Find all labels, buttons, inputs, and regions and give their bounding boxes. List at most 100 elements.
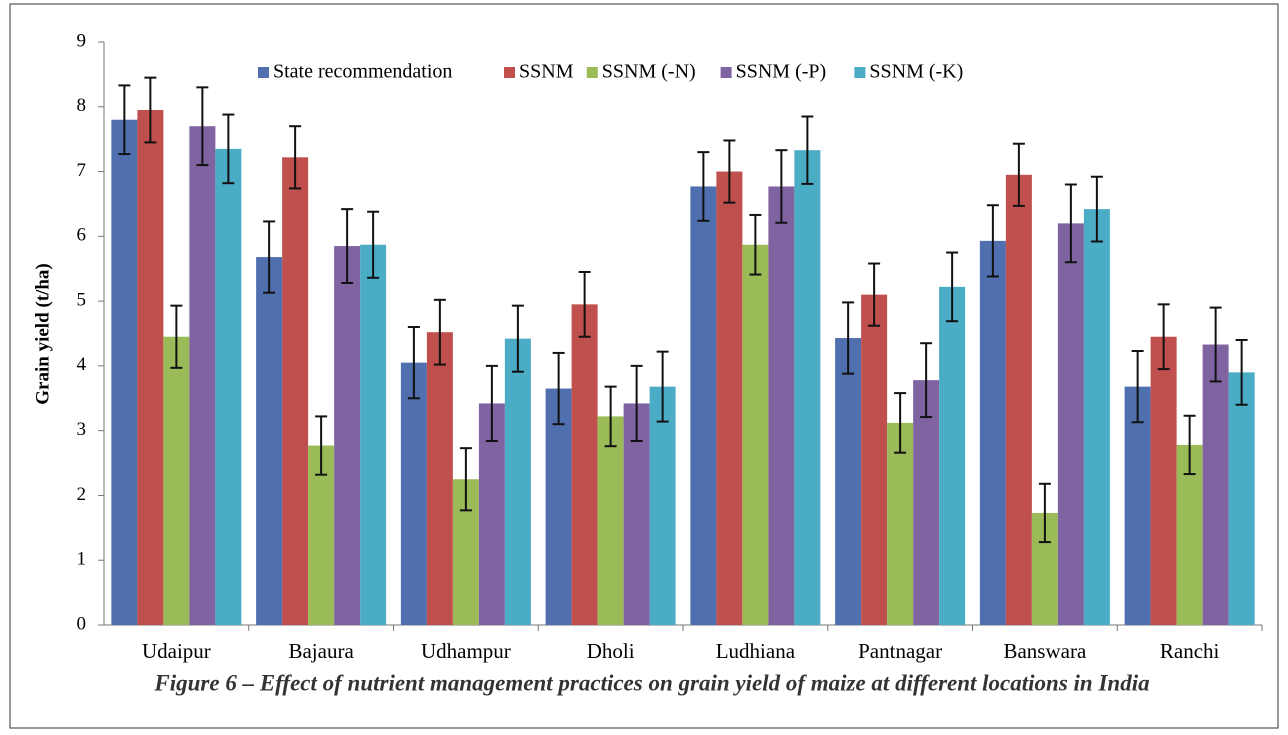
y-tick-label: 7 (77, 160, 87, 181)
error-bar (775, 149, 788, 224)
error-bar (894, 392, 907, 454)
y-tick-label: 0 (77, 613, 87, 634)
legend-label: SSNM (-K) (869, 61, 963, 83)
error-bar (801, 115, 814, 185)
bar (1228, 372, 1255, 625)
bar (426, 332, 453, 625)
bar (1124, 386, 1151, 625)
error-bar (1183, 414, 1196, 476)
error-bar (341, 208, 354, 284)
error-bar (367, 210, 380, 279)
error-bar (433, 298, 446, 366)
error-bar (946, 251, 959, 323)
error-bar (289, 125, 302, 190)
error-bar (920, 342, 933, 419)
error-bar (1012, 142, 1025, 207)
x-tick-label: Udaipur (142, 639, 211, 663)
error-bar (749, 213, 762, 276)
error-bar (485, 364, 498, 443)
legend-swatch (720, 67, 732, 78)
error-bar (459, 447, 472, 512)
bar (742, 244, 769, 625)
x-tick-label: Bajaura (288, 639, 354, 663)
bar (189, 126, 216, 625)
y-axis-label: Grain yield (t/ha) (32, 263, 53, 404)
bar (545, 388, 572, 625)
bar (215, 148, 242, 625)
error-bar (552, 351, 565, 426)
error-bar (144, 76, 157, 144)
bar (690, 186, 717, 625)
bar (979, 240, 1006, 625)
y-tick-label: 8 (77, 95, 87, 116)
y-tick-label: 3 (77, 419, 87, 440)
error-bar (986, 204, 999, 278)
bar (256, 257, 283, 625)
error-bar (868, 262, 881, 327)
error-bar (170, 304, 183, 369)
error-bar (222, 113, 235, 185)
error-bar (511, 304, 524, 373)
error-bar (1235, 338, 1248, 406)
error-bar (723, 139, 736, 204)
error-bar (697, 151, 710, 222)
error-bar (263, 220, 276, 294)
legend-swatch (504, 67, 515, 78)
error-bar (118, 84, 131, 156)
x-tick-label: Pantnagar (858, 639, 942, 663)
error-bar (656, 350, 669, 423)
y-tick-label: 9 (77, 30, 87, 51)
legend-swatch (586, 67, 598, 78)
legend-swatch (258, 67, 269, 78)
bar (282, 157, 309, 625)
bar (111, 119, 138, 625)
legend-label: State recommendation (273, 61, 452, 83)
bar (794, 150, 821, 625)
error-bar (630, 364, 643, 443)
bar (768, 186, 795, 625)
error-bar (1064, 183, 1077, 264)
bar (163, 336, 190, 625)
error-bar (1038, 482, 1051, 544)
error-bar (407, 326, 420, 400)
error-bar (1131, 349, 1144, 424)
bar (861, 294, 888, 625)
x-tick-label: Ranchi (1160, 639, 1220, 663)
y-tick-label: 5 (77, 289, 87, 310)
bar (1083, 209, 1110, 626)
legend-swatch (854, 67, 866, 78)
x-tick-label: Dholi (587, 639, 635, 663)
legend-label: SSNM (-P) (736, 61, 827, 83)
bar (504, 338, 531, 625)
bar (939, 286, 966, 625)
bar (137, 110, 164, 626)
x-tick-label: Ludhiana (716, 639, 796, 663)
x-tick-label: Udhampur (421, 639, 511, 663)
error-bar (315, 415, 328, 476)
bar (887, 422, 914, 625)
x-tick-label: Banswara (1003, 639, 1086, 663)
caption: Figure 6 – Effect of nutrient management… (153, 670, 1149, 695)
frame (9, 3, 1279, 729)
bar (1057, 223, 1084, 625)
legend-label: SSNM (-N) (602, 61, 696, 83)
bar (400, 362, 427, 625)
error-bar (1090, 175, 1103, 243)
bar (334, 246, 361, 626)
bar (1150, 336, 1177, 625)
bar (716, 171, 743, 626)
y-tick-label: 6 (77, 225, 87, 246)
error-bar (196, 86, 209, 167)
y-tick-label: 1 (77, 549, 87, 570)
bar (649, 386, 676, 625)
error-bar (1157, 303, 1170, 371)
error-bar (578, 270, 591, 338)
legend-label: SSNM (519, 61, 574, 83)
bar (835, 338, 862, 625)
bar (1202, 344, 1229, 625)
bar (571, 304, 598, 625)
bar (360, 244, 387, 625)
bar (597, 416, 624, 625)
